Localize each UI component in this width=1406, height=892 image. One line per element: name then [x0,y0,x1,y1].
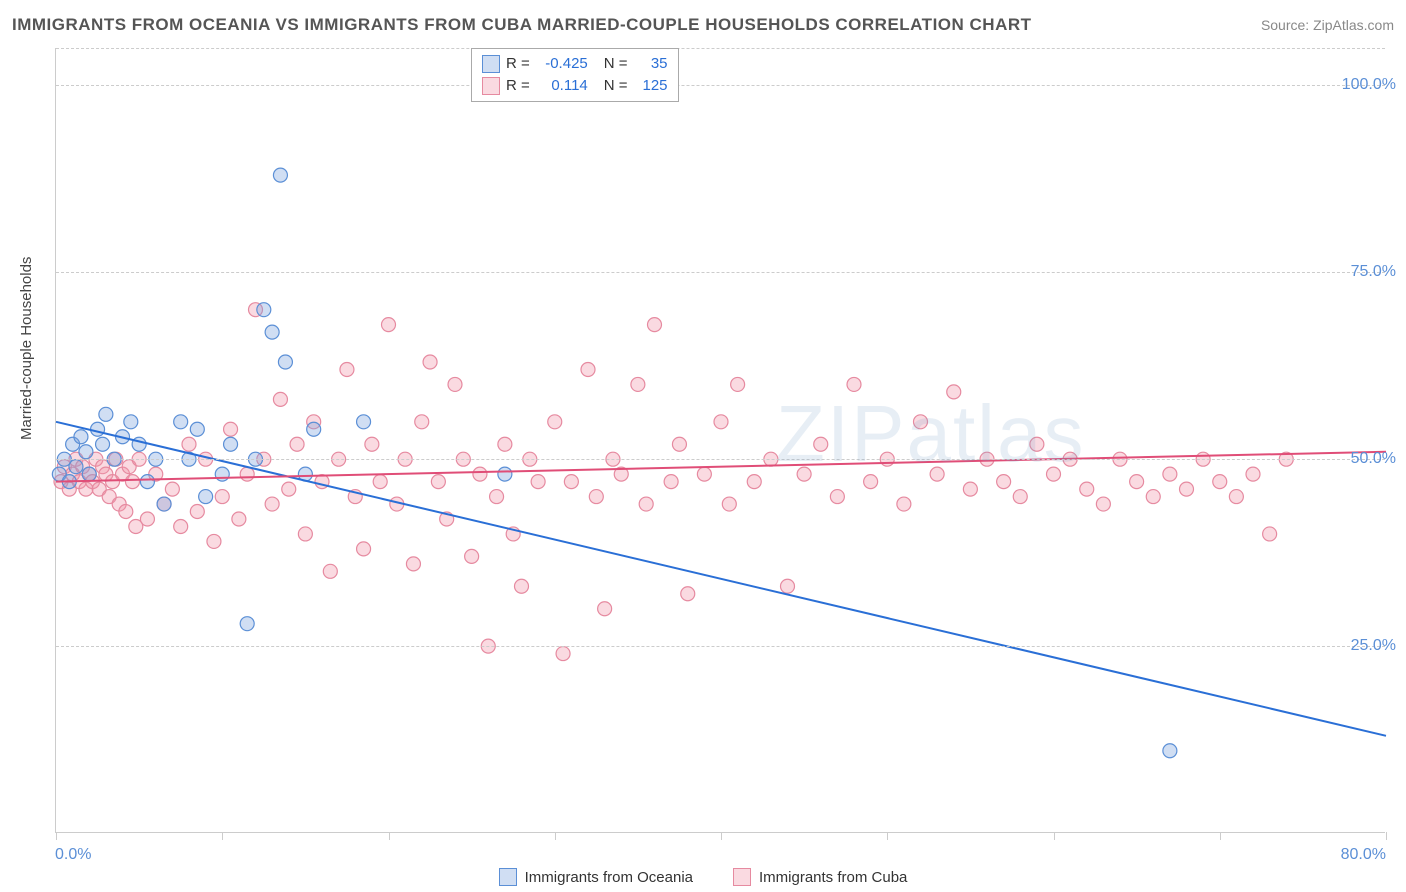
y-tick-label: 50.0% [1351,450,1396,468]
legend-label: Immigrants from Cuba [759,869,907,886]
y-axis-label: Married-couple Households [18,257,35,440]
legend-item-oceania: Immigrants from Oceania [499,868,693,886]
r-value: 0.114 [536,75,588,97]
y-tick-label: 75.0% [1351,263,1396,281]
n-label: N = [604,53,628,75]
source-credit: Source: ZipAtlas.com [1261,17,1394,33]
swatch-icon [733,868,751,886]
swatch-icon [482,55,500,73]
y-tick-label: 100.0% [1342,76,1396,94]
x-tick-label: 0.0% [55,846,91,864]
n-value: 35 [634,53,668,75]
stats-legend-row: R = -0.425 N = 35 [482,53,668,75]
source-prefix: Source: [1261,17,1313,33]
r-label: R = [506,75,530,97]
y-tick-label: 25.0% [1351,637,1396,655]
legend-item-cuba: Immigrants from Cuba [733,868,907,886]
chart-title: IMMIGRANTS FROM OCEANIA VS IMMIGRANTS FR… [12,15,1032,35]
n-value: 125 [634,75,668,97]
chart-header: IMMIGRANTS FROM OCEANIA VS IMMIGRANTS FR… [12,10,1394,40]
chart-container: IMMIGRANTS FROM OCEANIA VS IMMIGRANTS FR… [0,0,1406,892]
legend-label: Immigrants from Oceania [525,869,693,886]
source-link[interactable]: ZipAtlas.com [1313,17,1394,33]
n-label: N = [604,75,628,97]
series-legend: Immigrants from Oceania Immigrants from … [0,868,1406,886]
r-label: R = [506,53,530,75]
r-value: -0.425 [536,53,588,75]
x-tick-label: 80.0% [1341,846,1386,864]
plot-area: ZIPatlas R = -0.425N = 35R = 0.114N = 12… [55,48,1385,833]
stats-legend-box: R = -0.425 N = 35 R = 0.114 N = 125 [471,48,679,102]
swatch-icon [499,868,517,886]
scatter-chart-svg [56,48,1385,832]
stats-legend-row: R = 0.114 N = 125 [482,75,668,97]
swatch-icon [482,77,500,95]
